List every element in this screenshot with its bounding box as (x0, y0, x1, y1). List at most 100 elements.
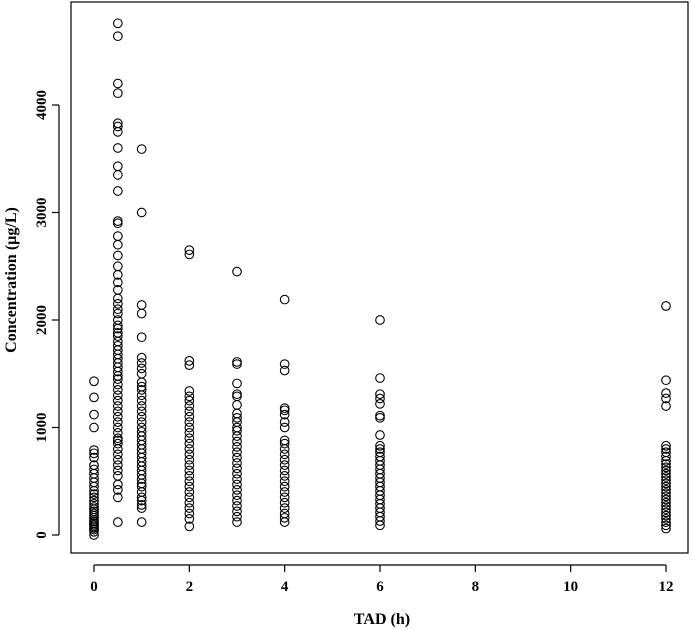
data-point (136, 332, 147, 343)
data-point (112, 186, 123, 196)
data-point (279, 512, 290, 523)
data-point (184, 471, 195, 481)
data-point (279, 365, 290, 376)
data-point (112, 88, 123, 99)
data-point (89, 445, 99, 455)
data-point (89, 495, 99, 506)
data-point (661, 375, 671, 386)
data-point (661, 444, 671, 454)
data-point (184, 356, 195, 366)
data-point (232, 463, 242, 474)
data-point (661, 501, 671, 511)
data-point (232, 400, 242, 410)
data-point (661, 497, 671, 508)
data-point (232, 412, 242, 423)
data-point (184, 422, 195, 433)
data-point (112, 143, 123, 153)
x-tick-label: 10 (563, 579, 578, 595)
data-point (184, 497, 195, 508)
data-point (375, 373, 385, 383)
data-point (279, 359, 290, 369)
data-point (112, 390, 123, 401)
y-tick-label: 3000 (34, 198, 50, 228)
data-point (279, 409, 290, 420)
data-point (661, 494, 671, 505)
data-point (279, 492, 290, 503)
data-point (184, 444, 195, 454)
data-point (184, 476, 195, 487)
data-point (112, 18, 123, 29)
data-point (661, 301, 671, 311)
data-point (136, 308, 147, 319)
data-point (89, 452, 99, 463)
data-point (184, 395, 195, 406)
data-point (661, 488, 671, 498)
data-point (112, 471, 123, 481)
x-axis: 0 2 4 6 8 10 12 (90, 564, 674, 595)
data-point (184, 503, 195, 513)
data-point (112, 308, 123, 319)
data-point (184, 492, 195, 503)
data-point (279, 503, 290, 513)
data-point (232, 468, 242, 479)
data-point (279, 403, 290, 414)
data-point (112, 417, 123, 427)
data-point (136, 363, 147, 374)
data-point (184, 417, 195, 427)
data-point (375, 399, 385, 409)
data-point (232, 447, 242, 458)
x-tick-label: 6 (376, 579, 384, 595)
data-point (136, 144, 147, 154)
data-point (112, 517, 123, 527)
data-point (661, 517, 671, 527)
x-tick-label: 8 (472, 579, 480, 595)
data-point (136, 517, 147, 527)
data-point (661, 514, 671, 524)
data-point (112, 454, 123, 465)
data-point (279, 454, 290, 465)
data-point (232, 479, 242, 490)
data-point (136, 500, 147, 510)
data-point (112, 170, 123, 180)
data-point (661, 388, 671, 398)
data-point (112, 285, 123, 295)
data-point (232, 266, 242, 277)
data-point (112, 406, 123, 417)
data-point (184, 406, 195, 417)
data-point (184, 411, 195, 422)
data-point (136, 401, 147, 411)
data-point (375, 393, 385, 404)
data-point (184, 360, 195, 371)
data-point (136, 481, 147, 492)
data-point (136, 492, 147, 503)
data-point (184, 433, 195, 444)
data-point (184, 481, 195, 492)
data-point (661, 475, 671, 486)
data-point (136, 381, 147, 392)
data-point (279, 422, 290, 433)
data-point (232, 378, 242, 389)
data-point (89, 409, 99, 420)
data-point (279, 449, 290, 460)
data-point (89, 498, 99, 509)
data-point (661, 451, 671, 462)
data-point (184, 428, 195, 438)
data-point (136, 352, 147, 363)
data-point (279, 438, 290, 449)
data-point (112, 216, 123, 226)
data-point (112, 121, 123, 132)
data-point (232, 357, 242, 367)
data-point (136, 395, 147, 406)
data-point (661, 504, 671, 515)
data-point (232, 436, 242, 447)
data-point (661, 472, 671, 482)
data-point (184, 460, 195, 470)
data-point (184, 508, 195, 519)
data-point (375, 410, 385, 421)
data-point (112, 31, 123, 42)
data-point (184, 454, 195, 465)
data-point (279, 487, 290, 497)
data-point (136, 406, 147, 417)
data-point (232, 458, 242, 468)
data-point (279, 465, 290, 476)
